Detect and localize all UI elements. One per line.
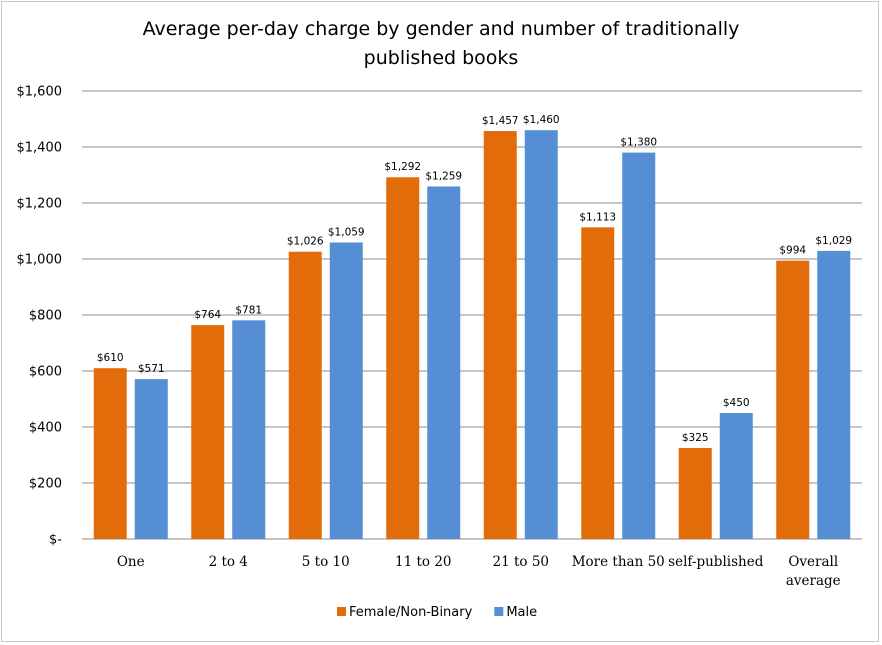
data-label: $1,460: [523, 114, 560, 126]
data-label: $571: [138, 363, 165, 375]
x-tick-label: self-published: [668, 554, 764, 570]
bar-female-2: [288, 251, 322, 539]
bar-female-4: [483, 131, 517, 540]
bar-male-5: [622, 152, 656, 539]
bar-male-7: [817, 250, 851, 539]
y-tick-label: $-: [49, 533, 62, 548]
bar-male-1: [232, 320, 266, 539]
data-label: $610: [97, 352, 124, 364]
data-label: $1,059: [328, 226, 365, 238]
chart-title-line-1: Average per-day charge by gender and num…: [142, 18, 740, 40]
legend-swatch-female: [337, 607, 346, 616]
y-tick-label: $200: [29, 477, 62, 492]
legend-swatch-male: [494, 607, 504, 616]
bar-male-0: [134, 379, 168, 539]
x-tick-label: One: [117, 554, 145, 570]
data-label: $764: [194, 309, 221, 321]
x-tick-label: 5 to 10: [302, 554, 350, 570]
data-label: $1,026: [287, 236, 324, 248]
bar-female-0: [93, 368, 127, 539]
bar-female-5: [581, 227, 615, 540]
bar-female-7: [776, 260, 810, 539]
x-tick-label: average: [786, 573, 841, 589]
data-label: $450: [723, 397, 750, 409]
chart-title: Average per-day charge by gender and num…: [0, 15, 882, 73]
data-label: $994: [779, 245, 806, 257]
y-tick-label: $400: [29, 421, 62, 436]
bar-female-6: [678, 448, 712, 539]
legend-label-male: Male: [506, 605, 537, 620]
data-label: $325: [682, 432, 709, 444]
data-label: $1,029: [815, 235, 852, 247]
data-label: $1,292: [384, 161, 421, 173]
bar-male-4: [524, 130, 558, 539]
y-tick-label: $1,000: [17, 253, 63, 268]
y-tick-label: $1,400: [17, 141, 63, 156]
x-tick-label: 11 to 20: [395, 554, 452, 570]
y-tick-label: $800: [29, 309, 62, 324]
bar-male-6: [719, 413, 753, 539]
data-label: $1,380: [620, 137, 657, 149]
bar-male-2: [329, 242, 363, 540]
bar-female-3: [386, 177, 420, 540]
x-tick-label: 21 to 50: [493, 554, 550, 570]
x-tick-label: Overall: [788, 554, 838, 570]
data-label: $1,457: [482, 115, 519, 127]
legend-label-female: Female/Non-Binary: [349, 605, 473, 620]
bar-female-1: [191, 325, 225, 539]
data-label: $1,113: [579, 211, 616, 223]
chart-title-line-2: published books: [363, 47, 519, 69]
data-label: $781: [235, 304, 262, 316]
y-tick-label: $1,600: [17, 85, 63, 100]
y-tick-label: $1,200: [17, 197, 63, 212]
x-tick-label: More than 50: [572, 554, 665, 570]
x-tick-label: 2 to 4: [209, 554, 248, 570]
data-label: $1,259: [425, 170, 462, 182]
bar-male-3: [427, 186, 461, 540]
y-tick-label: $600: [29, 365, 62, 380]
